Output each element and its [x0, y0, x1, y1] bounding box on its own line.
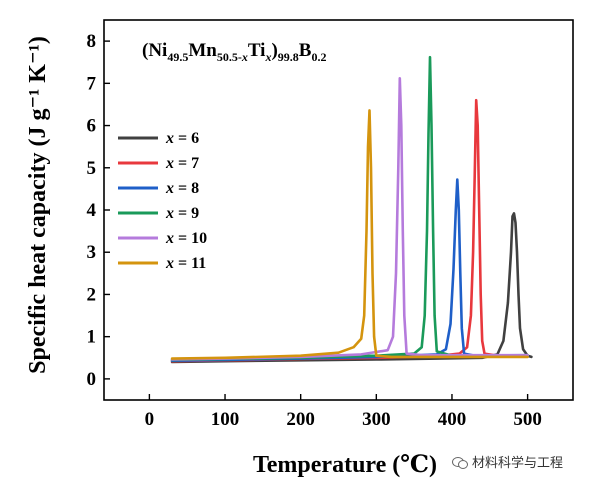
y-tick-label: 6 [87, 116, 97, 137]
y-tick-label: 0 [87, 369, 97, 390]
y-tick-label: 7 [87, 73, 97, 94]
y-axis: 0 1 2 3 4 5 6 7 8 [87, 31, 110, 390]
x-tick-label: 200 [286, 409, 315, 430]
legend-label-4: x = 10 [165, 230, 207, 247]
y-tick-label: 1 [87, 327, 97, 348]
watermark-text: 材料科学与工程 [472, 456, 564, 471]
y-axis-label: Specific heat capacity (J g⁻¹ K⁻¹) [25, 36, 51, 374]
y-tick-label: 5 [87, 158, 97, 179]
x-axis-label: Temperature (℃) [253, 452, 437, 478]
y-tick-label: 3 [87, 242, 97, 263]
legend-label-3: x = 9 [165, 205, 199, 222]
legend-label-2: x = 8 [165, 180, 199, 197]
series-lines [170, 55, 533, 364]
watermark: 材料科学与工程 [452, 452, 563, 471]
x-tick-label: 500 [513, 409, 542, 430]
series-line-5 [170, 109, 529, 360]
series-line-0 [170, 212, 533, 364]
legend-label-5: x = 11 [165, 255, 206, 272]
x-axis: 0 100 200 300 400 500 [145, 394, 542, 430]
legend-label-0: x = 6 [165, 130, 199, 147]
chart-title: (Ni49.5Mn50.5-xTix)99.8B0.2 [142, 40, 326, 64]
legend-label-1: x = 7 [165, 155, 199, 172]
x-tick-label: 0 [145, 409, 155, 430]
wechat-icon [452, 455, 468, 469]
y-tick-label: 2 [87, 284, 97, 305]
series-line-3 [170, 55, 529, 362]
x-tick-label: 300 [362, 409, 391, 430]
legend: x = 6 x = 7 x = 8 x = 9 x = 10 x = 11 [118, 130, 207, 272]
series-line-4 [170, 77, 529, 361]
y-tick-label: 4 [87, 200, 97, 221]
x-tick-label: 400 [438, 409, 467, 430]
y-tick-label: 8 [87, 31, 97, 52]
x-tick-label: 100 [211, 409, 240, 430]
series-line-1 [170, 98, 529, 363]
